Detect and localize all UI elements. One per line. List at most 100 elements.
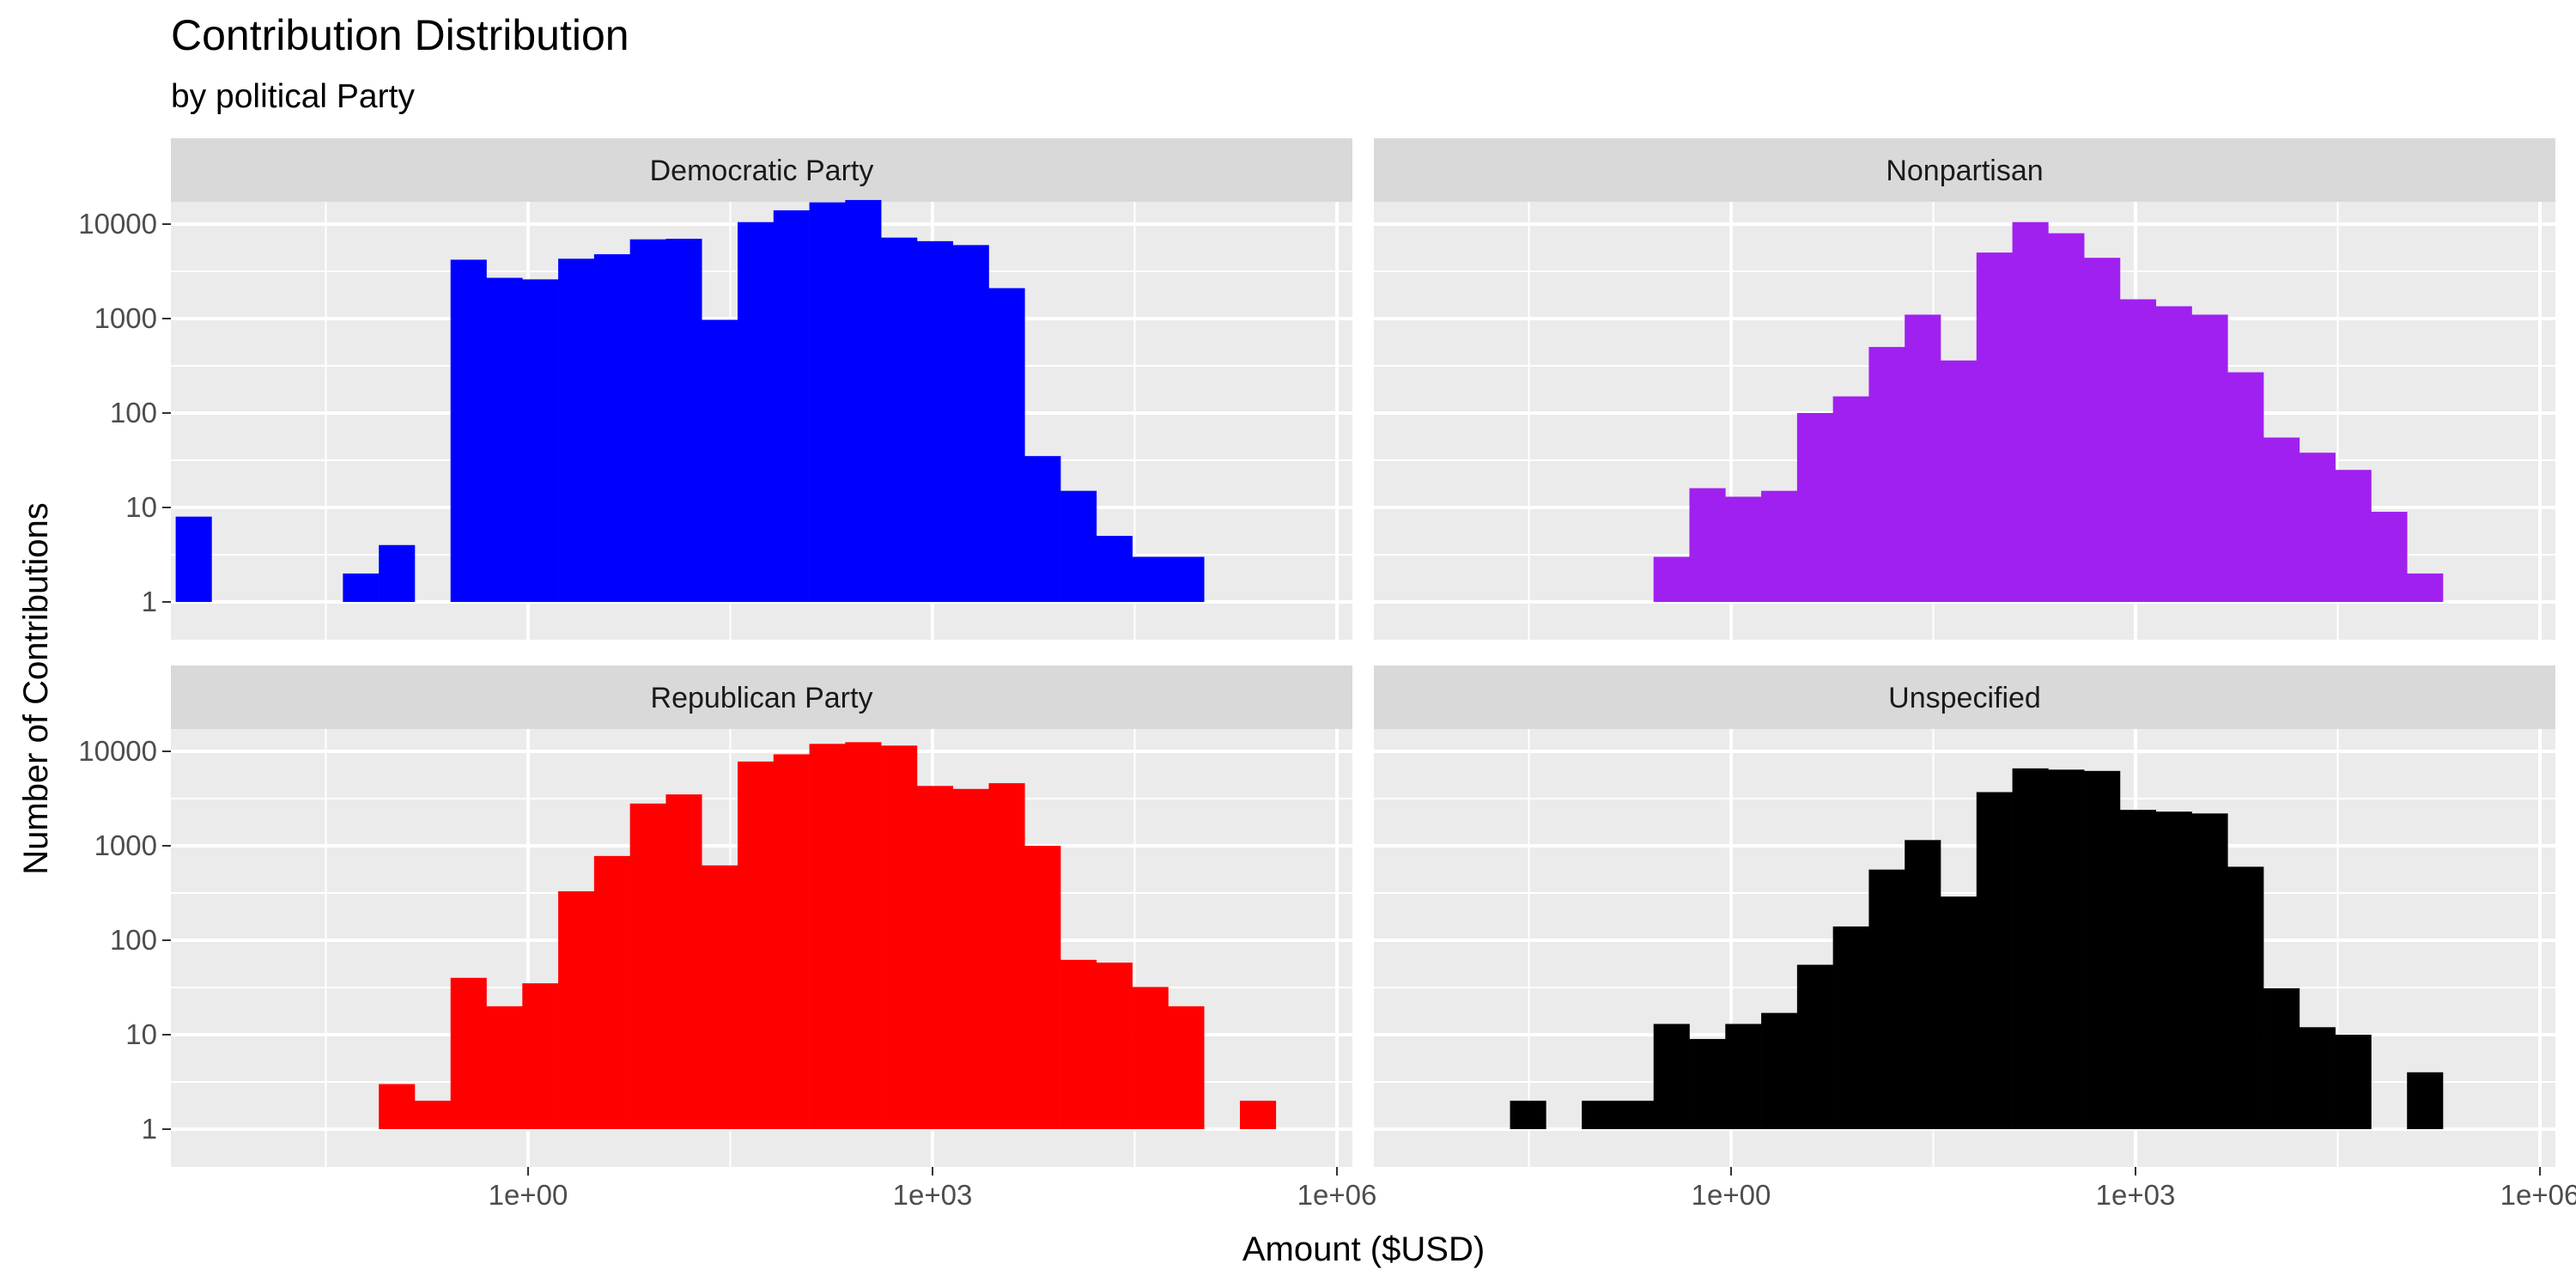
histogram-bar [2155,811,2192,1129]
histogram-bar [1582,1100,1619,1129]
histogram-bar [2371,512,2408,602]
histogram-bar [1796,964,1833,1129]
histogram-bar [1617,1100,1655,1129]
histogram-bar [2048,233,2085,602]
histogram-bar [1868,347,1905,602]
histogram-bar [2012,222,2049,602]
histogram-bar [593,254,630,602]
histogram-bar [1510,1100,1546,1129]
histogram-bar [2155,306,2192,602]
histogram-bar [665,794,702,1129]
facet-panel: Republican Party 1 10 100 1000 10000 1e+00 1e+0… [78,665,1376,1211]
histogram-bar [2119,810,2157,1129]
histogram-bar [1832,926,1869,1129]
histogram-bar [486,1005,523,1129]
chart-title: Contribution Distribution [171,11,629,59]
histogram-bar [1905,840,1941,1129]
x-tick-label: 1e+03 [2096,1179,2176,1211]
facet-strip [1374,138,2555,202]
histogram-bar [738,222,775,602]
histogram-bar [2227,866,2264,1129]
facet-strip-label: Unspecified [1888,682,2041,714]
histogram-bar [881,237,918,602]
histogram-bar [845,199,882,602]
histogram-bar [2407,1072,2444,1129]
histogram-bar [988,783,1025,1129]
histogram-bar [2012,768,2049,1129]
histogram-bar [1761,490,1798,602]
y-tick-label: 1000 [94,302,157,334]
histogram-bar [1941,896,1978,1129]
y-tick-label: 1 [142,586,157,617]
facet-strip [171,665,1352,729]
y-tick-label: 100 [110,397,157,428]
histogram-bar [738,761,775,1129]
histogram-bar [1653,556,1690,602]
y-tick-label: 10000 [78,208,157,240]
x-axis-title: Amount ($USD) [1242,1230,1485,1268]
histogram-bar [486,277,523,602]
facet-panel: Democratic Party 1 10 100 1000 10000 [78,138,1352,640]
histogram-bar [1132,987,1169,1129]
histogram-bar [773,754,810,1129]
histogram-bar [450,259,487,602]
histogram-bar [1976,792,2013,1129]
x-tick-label: 1e+03 [893,1179,973,1211]
histogram-bar [629,803,666,1129]
histogram-bar [522,983,559,1129]
histogram-bar [1096,536,1133,602]
histogram-bar [1096,963,1133,1129]
histogram-bar [558,890,595,1129]
histogram-bar [702,319,738,602]
histogram-bar [522,279,559,602]
histogram-bar [988,288,1025,602]
histogram-bar [2227,372,2264,602]
histogram-bar [2263,437,2300,602]
facet-strip-label: Democratic Party [650,155,874,187]
histogram-bar [1060,959,1097,1129]
histogram-bar [414,1100,452,1129]
histogram-bar [1024,846,1061,1129]
histogram-bar [809,202,846,602]
facet-strip-label: Nonpartisan [1886,155,2043,187]
y-tick-label: 1 [142,1113,157,1145]
histogram-bar [845,742,882,1129]
histogram-bar [1868,869,1905,1129]
histogram-bar [1689,1039,1726,1129]
histogram-bar [629,239,666,602]
histogram-bar [2191,813,2228,1129]
histogram-bar [916,240,954,602]
x-tick-label: 1e+00 [489,1179,568,1211]
histogram-bar [1132,556,1169,602]
chart-subtitle: by political Party [171,78,415,115]
histogram-bar [593,855,630,1129]
histogram-bar [1653,1024,1690,1129]
histogram-bar [1941,360,1978,602]
histogram-bar [773,210,810,603]
y-tick-label: 1000 [94,829,157,861]
histogram-bar [952,788,989,1129]
y-tick-label: 10 [125,1018,157,1050]
facet-strip [1374,665,2555,729]
facet-panel: Unspecified 1e+00 1e+03 1e+06 [1374,665,2576,1211]
y-tick-label: 10 [125,491,157,523]
histogram-bar [1239,1100,1277,1129]
histogram-bar [1168,556,1205,602]
histogram-bar [2084,258,2121,602]
histogram-bar [379,544,416,602]
histogram-bar [1905,314,1941,602]
histogram-bar [343,573,380,602]
facet-panels: Democratic Party 1 10 100 1000 10000 Nonpartis… [78,138,2576,1211]
histogram-bar [379,1084,416,1129]
histogram-bar [916,786,954,1129]
y-axis-title: Number of Contributions [17,502,55,875]
histogram-bar [1168,1005,1205,1129]
histogram-bar [2048,769,2085,1129]
histogram-bar [450,977,487,1129]
histogram-bar [2407,573,2444,602]
histogram-bar [2191,314,2228,602]
histogram-bar [2119,299,2157,602]
histogram-bar [1976,252,2013,602]
facet-strip-label: Republican Party [651,682,873,714]
histogram-bar [2084,770,2121,1129]
